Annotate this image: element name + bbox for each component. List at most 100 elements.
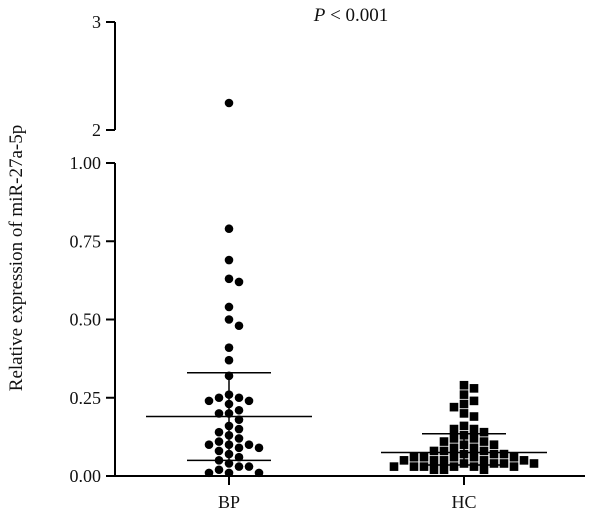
- data-point-bp: [224, 371, 234, 381]
- data-point-hc: [449, 443, 459, 453]
- x-tick-label: HC: [451, 492, 476, 512]
- data-point-hc: [469, 434, 479, 443]
- data-point-bp: [204, 396, 214, 406]
- data-point-hc: [479, 427, 489, 437]
- data-point-hc: [459, 459, 469, 468]
- data-point-hc: [469, 424, 479, 434]
- data-point-bp: [224, 302, 234, 312]
- data-point-bp: [234, 321, 244, 331]
- y-tick-label: 0.00: [70, 466, 102, 486]
- data-point-bp: [244, 440, 254, 450]
- p-value-annotation: P < 0.001: [313, 5, 389, 26]
- data-point-hc: [499, 449, 509, 459]
- data-point-bp: [234, 462, 244, 471]
- data-point-hc: [459, 409, 469, 418]
- data-point-bp: [254, 443, 264, 453]
- data-point-hc: [449, 462, 459, 471]
- data-point-bp: [214, 427, 224, 437]
- data-point-bp: [234, 424, 244, 434]
- data-point-bp: [234, 443, 244, 453]
- data-point-bp: [224, 390, 234, 399]
- data-point-hc: [459, 399, 469, 409]
- data-point-hc: [459, 390, 469, 399]
- data-point-hc: [489, 449, 499, 459]
- data-point-bp: [204, 440, 214, 450]
- data-point-bp: [224, 315, 234, 324]
- data-point-hc: [509, 462, 519, 471]
- data-point-hc: [489, 459, 499, 468]
- data-point-bp: [254, 468, 264, 478]
- data-point-hc: [469, 384, 479, 393]
- data-point-hc: [429, 446, 439, 456]
- data-point-hc: [479, 465, 489, 475]
- data-point-bp: [224, 468, 234, 478]
- data-point-hc: [409, 452, 419, 462]
- data-point-hc: [469, 443, 479, 453]
- data-point-bp: [224, 274, 234, 284]
- data-point-hc: [469, 412, 479, 421]
- data-point-hc: [469, 396, 479, 406]
- y-tick-label: 1.00: [70, 153, 102, 173]
- data-point-hc: [389, 462, 399, 471]
- data-point-hc: [489, 440, 499, 449]
- data-point-hc: [459, 380, 469, 390]
- data-point-hc: [449, 452, 459, 462]
- axes: [106, 21, 585, 485]
- data-point-hc: [419, 462, 429, 471]
- data-point-hc: [499, 459, 509, 468]
- data-point-bp: [234, 277, 244, 287]
- x-tick-label: BP: [218, 492, 240, 512]
- data-point-hc: [459, 431, 469, 440]
- data-point-hc: [419, 452, 429, 462]
- y-tick-label: 0.25: [70, 388, 102, 408]
- data-point-bp: [214, 393, 224, 403]
- data-point-hc: [429, 465, 439, 475]
- labels: 0.00 0.25 0.50 0.75 1.00 2 3 BP HC Relative expre…: [6, 5, 477, 512]
- data-point-hc: [479, 446, 489, 456]
- y-axis-title: Relative expression of miR-27a-5p: [6, 125, 27, 391]
- data-point-hc: [429, 456, 439, 465]
- data-point-hc: [459, 421, 469, 431]
- data-point-bp: [224, 440, 234, 450]
- data-point-hc: [449, 402, 459, 412]
- data-point-hc: [399, 456, 409, 465]
- data-point-bp: [224, 399, 234, 409]
- data-point-bp: [224, 343, 234, 352]
- data-point-hc: [409, 462, 419, 471]
- data-point-bp: [224, 421, 234, 431]
- data-point-bp: [234, 415, 244, 424]
- data-point-bp: [214, 446, 224, 456]
- data-point-bp: [234, 393, 244, 403]
- data-point-hc: [439, 437, 449, 446]
- data-point-hc: [469, 452, 479, 462]
- data-point-hc: [459, 440, 469, 449]
- data-point-bp: [224, 98, 234, 108]
- data-point-bp: [244, 396, 254, 406]
- data-point-hc: [509, 452, 519, 462]
- y-tick-label: 0.50: [70, 310, 102, 330]
- data-point-bp: [244, 462, 254, 471]
- data-point-bp: [214, 409, 224, 418]
- data-point-bp: [224, 355, 234, 365]
- data-point-bp: [234, 434, 244, 443]
- data-point-hc: [439, 456, 449, 465]
- data-point-hc: [479, 437, 489, 446]
- y-tick-label: 0.75: [70, 231, 102, 251]
- data-point-hc: [529, 459, 539, 468]
- data-point-bp: [224, 459, 234, 468]
- data-point-bp: [214, 465, 224, 475]
- data-point-hc: [519, 456, 529, 465]
- data-point-bp: [234, 452, 244, 462]
- data-point-bp: [224, 224, 234, 234]
- data-point-hc: [439, 465, 449, 475]
- data-point-bp: [224, 255, 234, 265]
- data-point-hc: [439, 446, 449, 456]
- data-point-bp: [204, 468, 214, 478]
- data-point-bp: [234, 405, 244, 415]
- data-point-hc: [479, 456, 489, 465]
- data-points: [204, 98, 539, 478]
- data-point-bp: [214, 437, 224, 446]
- data-point-bp: [224, 449, 234, 459]
- data-point-bp: [224, 409, 234, 418]
